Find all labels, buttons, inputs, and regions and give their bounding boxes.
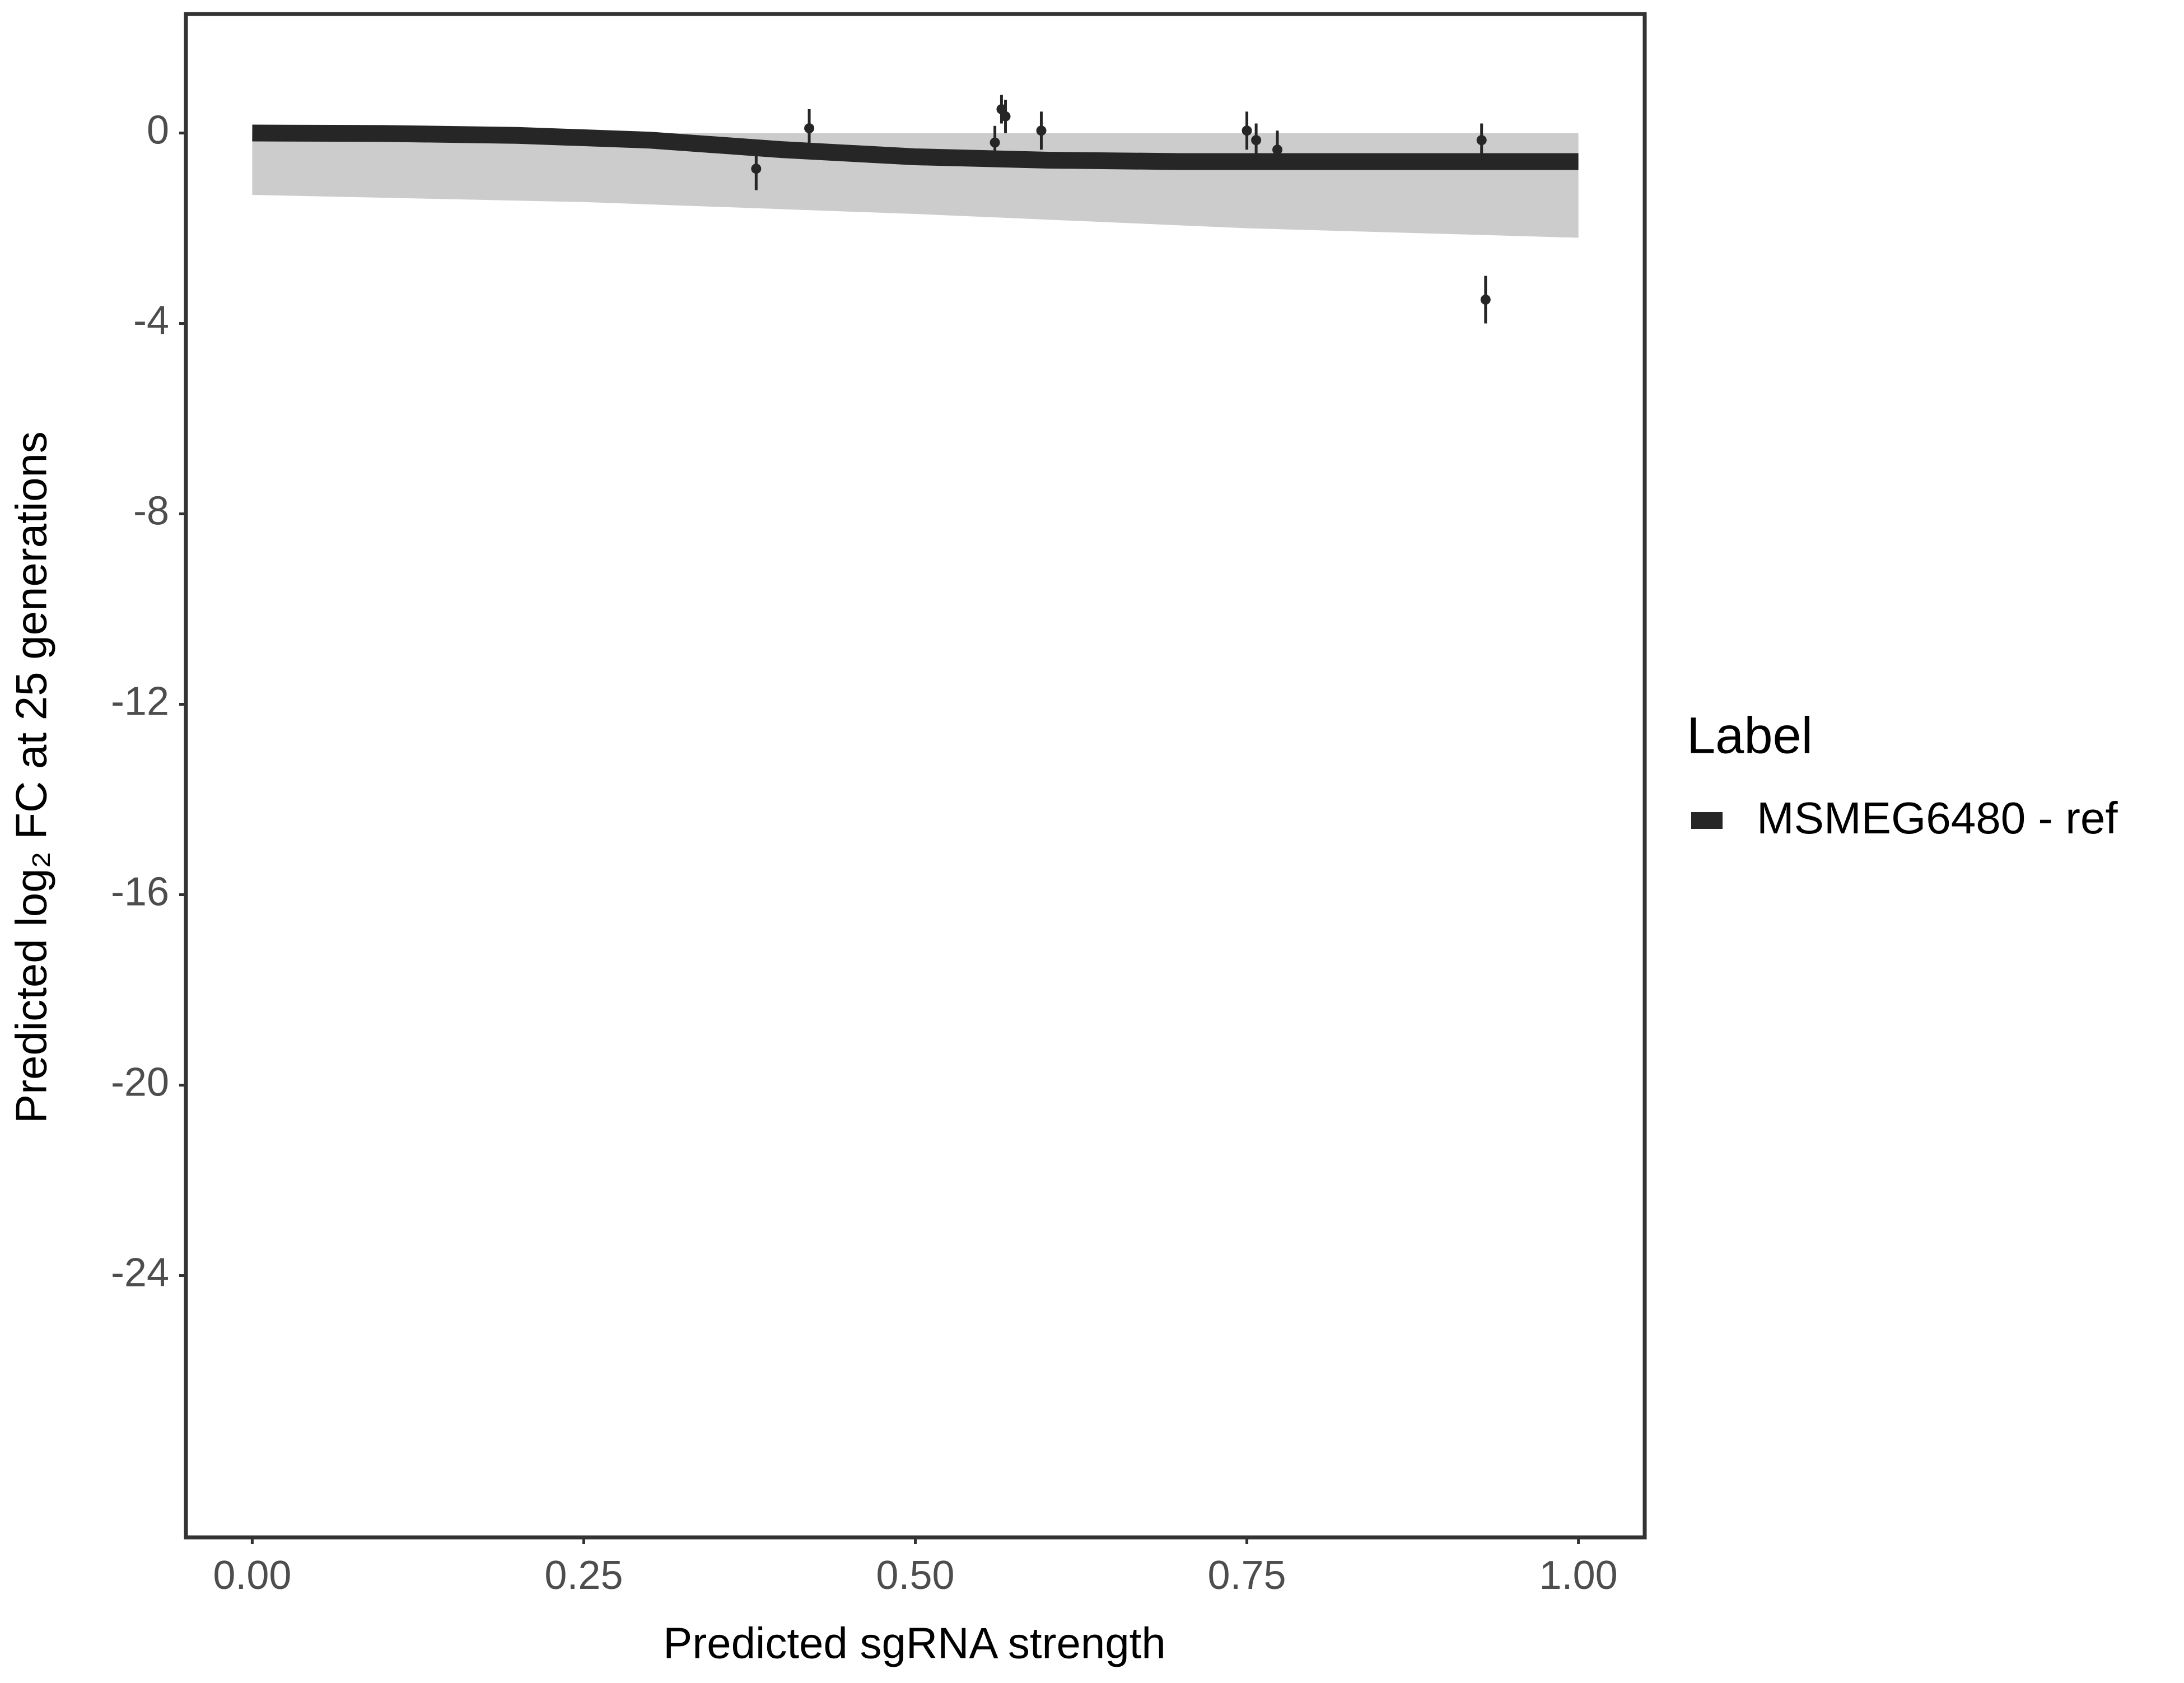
x-tick-label: 0.50 bbox=[876, 1553, 954, 1598]
x-tick-label: 0.75 bbox=[1207, 1553, 1286, 1598]
point bbox=[1251, 135, 1262, 146]
fit-line bbox=[252, 124, 1579, 170]
y-tick-label: -24 bbox=[111, 1251, 169, 1295]
x-tick-label: 0.00 bbox=[213, 1553, 291, 1598]
x-axis-label: Predicted sgRNA strength bbox=[663, 1619, 1165, 1668]
legend-title: Label bbox=[1687, 707, 1813, 764]
point bbox=[1476, 135, 1487, 146]
legend-label: MSMEG6480 - ref bbox=[1757, 793, 2118, 843]
x-tick-label: 1.00 bbox=[1539, 1553, 1618, 1598]
point bbox=[1480, 295, 1491, 305]
y-tick-label: -8 bbox=[133, 489, 169, 534]
y-tick-label: 0 bbox=[147, 108, 169, 153]
point bbox=[990, 137, 1000, 148]
point bbox=[1000, 111, 1011, 122]
point bbox=[1036, 125, 1047, 136]
legend-key bbox=[1691, 812, 1723, 829]
point bbox=[1242, 125, 1252, 136]
panel-border bbox=[184, 12, 1647, 1540]
x-tick-label: 0.25 bbox=[544, 1553, 623, 1598]
point bbox=[751, 164, 762, 174]
y-tick-label: -12 bbox=[111, 679, 169, 724]
y-tick-label: -20 bbox=[111, 1060, 169, 1105]
point bbox=[804, 123, 815, 133]
y-axis-label: Predicted log₂ FC at 25 generations bbox=[7, 431, 56, 1123]
y-tick-label: -4 bbox=[133, 299, 169, 343]
point bbox=[1272, 144, 1283, 155]
y-tick-label: -16 bbox=[111, 870, 169, 915]
